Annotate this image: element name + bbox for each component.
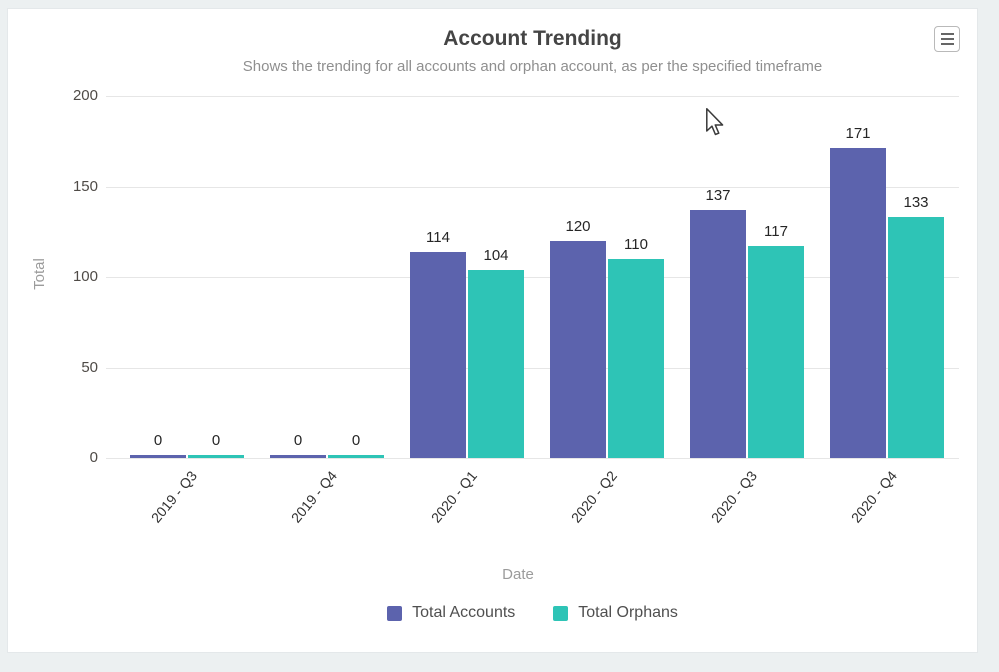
- legend-item-total-accounts[interactable]: Total Accounts: [387, 604, 515, 622]
- y-tick-label: 0: [89, 449, 98, 466]
- x-tick-label: 2019 - Q4: [287, 467, 341, 526]
- x-tick-label: 2019 - Q3: [147, 467, 201, 526]
- gridline: [106, 458, 959, 459]
- chart-context-menu-button[interactable]: [934, 26, 960, 52]
- legend-item-total-orphans[interactable]: Total Orphans: [553, 604, 678, 622]
- bar-total-orphans[interactable]: [328, 455, 384, 458]
- bar-value-label: 171: [845, 125, 871, 143]
- legend-label: Total Accounts: [412, 604, 516, 621]
- bar-value-label: 117: [764, 223, 788, 241]
- y-tick-label: 200: [72, 87, 98, 104]
- legend-swatch-total-accounts: [387, 605, 403, 621]
- y-tick-label: 100: [72, 268, 98, 285]
- bar-value-label: 0: [153, 432, 163, 449]
- gridline: [106, 186, 959, 188]
- bar-total-accounts[interactable]: [550, 240, 606, 458]
- chart-header: Account Trending Shows the trending for …: [106, 25, 959, 77]
- bar-total-orphans[interactable]: [608, 258, 664, 458]
- hamburger-menu-icon: [940, 33, 954, 45]
- chart-card: Account Trending Shows the trending for …: [7, 8, 978, 653]
- bar-value-label: 133: [903, 194, 929, 212]
- bar-value-label: 120: [565, 217, 591, 235]
- bar-total-accounts[interactable]: [830, 148, 886, 458]
- bar-total-accounts[interactable]: [690, 210, 746, 458]
- bar-value-label: 0: [351, 432, 361, 449]
- bar-total-orphans[interactable]: [888, 217, 944, 458]
- bar-value-label: 0: [211, 432, 221, 449]
- bar-total-accounts[interactable]: [410, 251, 466, 458]
- x-tick-label: 2020 - Q1: [427, 467, 481, 526]
- plot-area: 0 50 100 150 200 0 0 2019 - Q3 0 0 2019 - Q4 114 104…: [8, 9, 979, 654]
- x-tick-label: 2020 - Q4: [847, 467, 901, 526]
- x-tick-label: 2020 - Q3: [707, 467, 761, 526]
- y-tick-label: 150: [72, 177, 98, 195]
- x-tick-label: 2020 - Q2: [567, 467, 621, 526]
- bar-total-accounts[interactable]: [270, 455, 326, 458]
- y-tick-label: 50: [81, 358, 98, 376]
- bar-total-accounts[interactable]: [130, 455, 186, 458]
- bar-total-orphans[interactable]: [748, 246, 804, 458]
- bar-value-label: 0: [293, 432, 303, 449]
- gridline: [106, 367, 959, 369]
- bar-value-label: 104: [483, 246, 509, 264]
- bar-value-label: 114: [426, 228, 450, 246]
- gridline: [106, 96, 959, 97]
- x-axis-title: Date: [502, 566, 534, 583]
- chart-subtitle: Shows the trending for all accounts and …: [242, 58, 823, 75]
- legend: Total Accounts Total Orphans: [106, 604, 959, 622]
- chart-title: Account Trending: [443, 27, 622, 50]
- gridline: [106, 277, 959, 278]
- mouse-pointer-icon: [706, 108, 724, 136]
- bar-value-label: 110: [624, 235, 648, 253]
- legend-label: Total Orphans: [578, 604, 678, 621]
- bar-total-orphans[interactable]: [468, 269, 524, 458]
- bar-total-orphans[interactable]: [188, 455, 244, 458]
- legend-swatch-total-orphans: [553, 605, 569, 621]
- bar-value-label: 137: [705, 187, 731, 205]
